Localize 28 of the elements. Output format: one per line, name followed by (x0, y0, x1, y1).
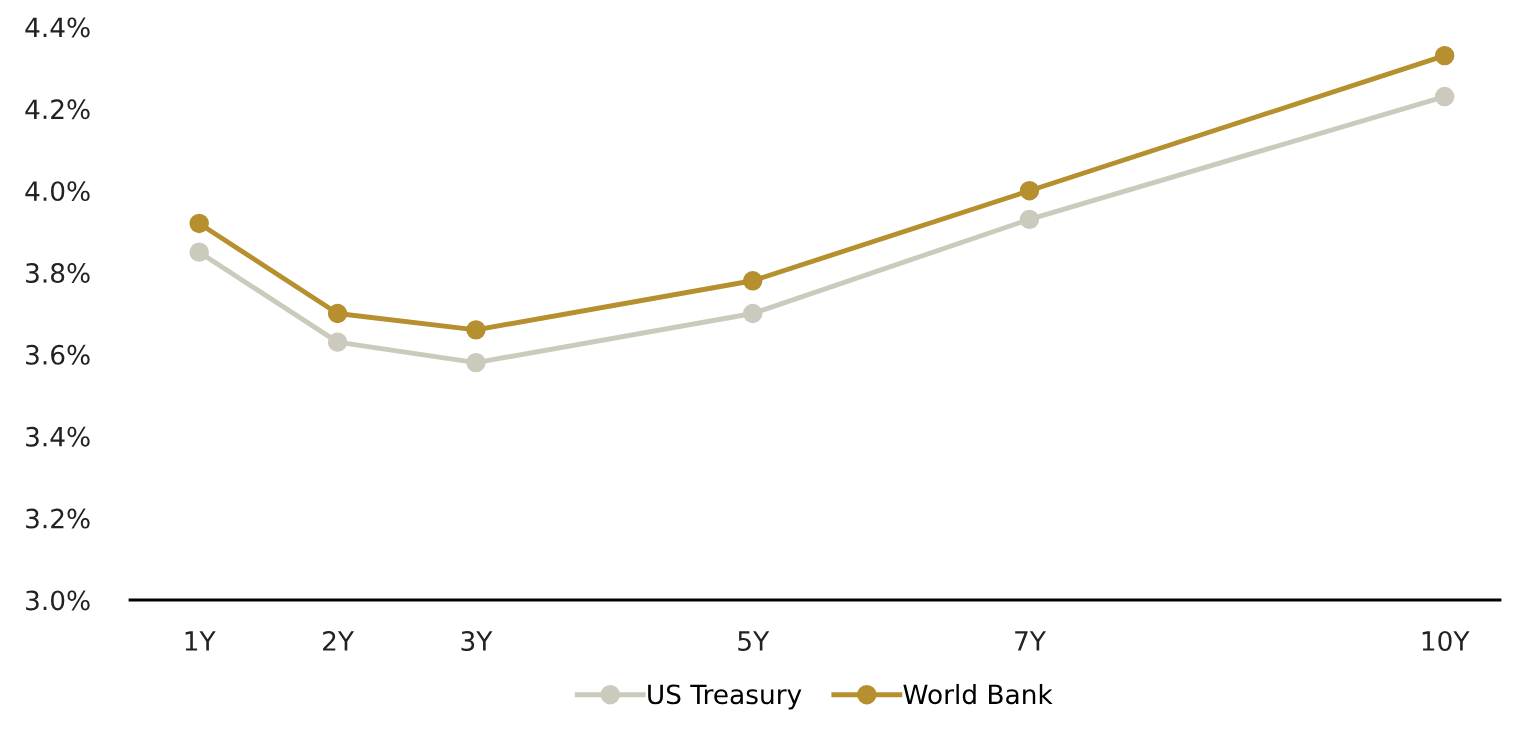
x-tick-label: 5Y (738, 631, 770, 651)
y-tick-label: 3.6% (26, 344, 90, 365)
y-tick-label: 3.0% (26, 590, 90, 611)
point (1019, 180, 1040, 201)
point (466, 352, 486, 373)
point (466, 320, 486, 340)
legend-label: World Bank (903, 683, 1053, 705)
y-tick-label: 4.0% (25, 181, 90, 202)
point (1019, 209, 1040, 230)
point (189, 242, 209, 262)
point (743, 303, 763, 324)
y-tick-label: 4.4% (25, 17, 90, 38)
x-tick-label: 7Y (1015, 631, 1046, 651)
y-tick-label: 3.8% (26, 263, 90, 283)
x-tick-label: 10Y (1422, 631, 1470, 651)
point (743, 271, 763, 291)
x-tick-label: 2Y (323, 631, 355, 651)
point (189, 213, 209, 234)
y-tick-label: 3.2% (26, 508, 90, 529)
point (327, 303, 348, 324)
point (1434, 45, 1455, 66)
x-tick-label: 3Y (461, 631, 493, 651)
legend-label: US Treasury (648, 684, 802, 710)
x-tick-label: 1Y (185, 631, 216, 651)
y-tick-label: 3.4% (26, 426, 90, 447)
point (327, 332, 348, 352)
y-tick-label: 4.2% (25, 99, 90, 120)
point (1434, 86, 1455, 107)
